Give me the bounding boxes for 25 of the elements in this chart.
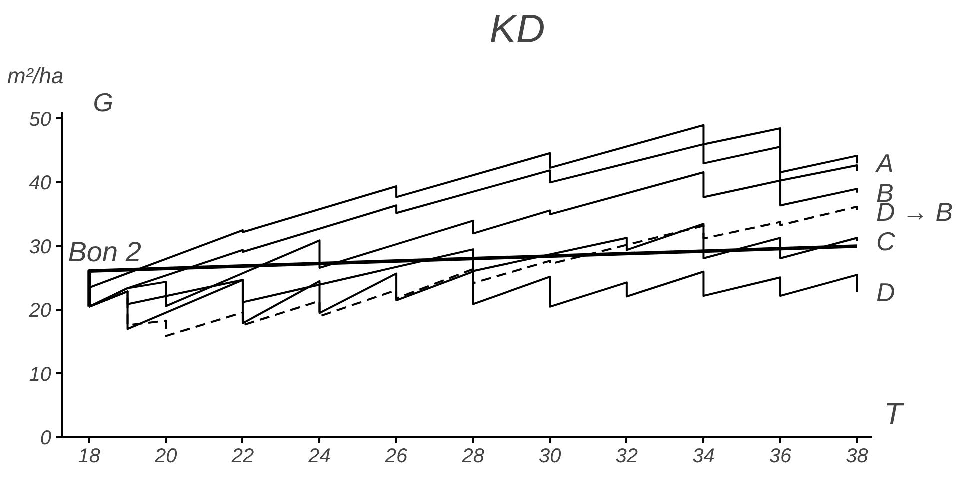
x-tick-label: 30 [539,446,562,468]
x-tick-label: 18 [78,446,101,468]
annotation: G [93,87,114,118]
series-label: A [874,148,894,179]
x-tick-label: 36 [769,446,793,468]
y-tick-label: 50 [29,108,52,131]
x-tick-label: 38 [846,446,868,468]
x-tick-label: 28 [461,446,484,468]
x-tick-label: 32 [616,446,638,468]
series-label: D [876,277,896,308]
series-label: C [876,226,896,256]
y-tick-label: 30 [29,236,52,258]
y-tick-label: 20 [28,300,52,322]
y-tick-label: 0 [40,428,52,450]
y-tick-label: 10 [29,364,52,386]
chart-title: KD [490,8,546,52]
x-tick-label: 34 [692,446,715,468]
x-tick-label: 24 [308,446,331,468]
y-tick-label: 40 [29,172,52,195]
x-tick-label: 26 [384,446,409,468]
x-tick-label: 20 [154,446,178,468]
x-tick-label: 22 [230,446,254,468]
y-axis-title: m²/ha [8,64,64,88]
x-axis-title: T [884,398,906,432]
series-label: Bon 2 [68,236,142,268]
